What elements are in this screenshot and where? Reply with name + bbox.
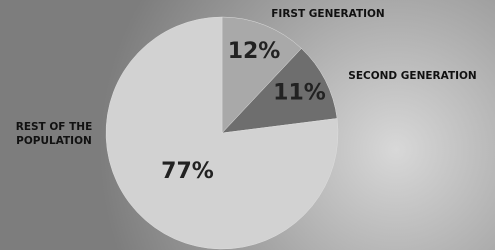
value-label: 12% [228,39,281,64]
slice-label: REST OF THE POPULATION [0,120,108,148]
slice-label: FIRST GENERATION [268,7,388,21]
value-label: 11% [273,81,326,106]
value-label: 77% [161,159,214,184]
slice-label: SECOND GENERATION [330,69,495,83]
chart: 12% 11% 77% FIRST GENERATION SECOND GENERA… [0,0,495,250]
